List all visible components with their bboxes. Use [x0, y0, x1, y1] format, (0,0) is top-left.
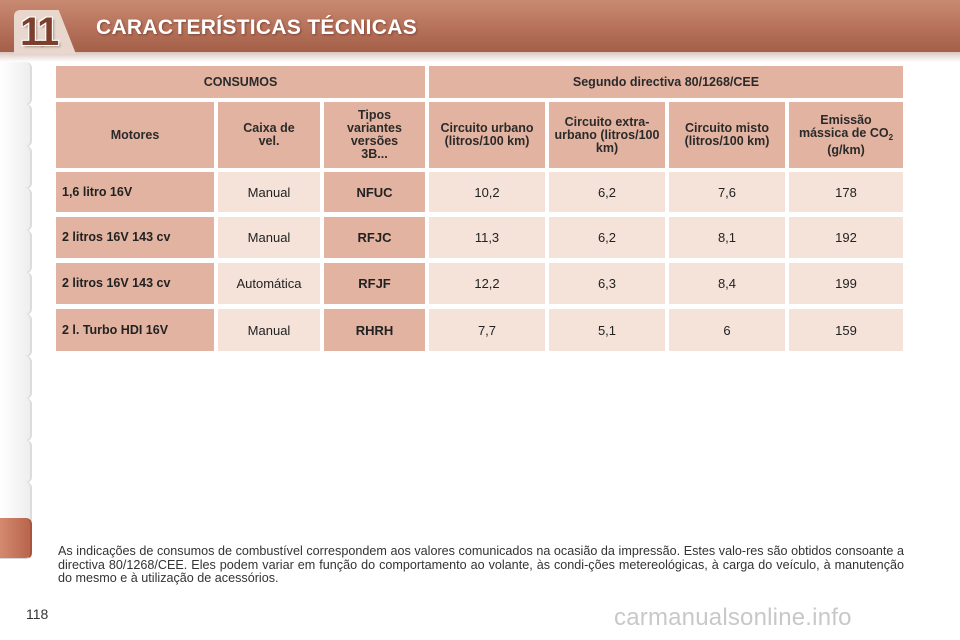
section-tab[interactable] — [0, 440, 32, 483]
chapter-number: 11 — [20, 10, 59, 54]
section-tab[interactable] — [0, 356, 32, 399]
page-title: CARACTERÍSTICAS TÉCNICAS — [96, 16, 418, 39]
header-shadow — [0, 52, 960, 62]
column-header-caixa: Caixa de vel. — [218, 102, 320, 168]
section-tab[interactable] — [0, 230, 32, 273]
row-2-co2: 192 — [789, 217, 903, 258]
row-4-motor: 2 l. Turbo HDI 16V — [56, 309, 214, 351]
group-header-consumos: CONSUMOS — [56, 66, 425, 98]
row-3-motor: 2 litros 16V 143 cv — [56, 263, 214, 304]
row-4-co2: 159 — [789, 309, 903, 351]
row-4-tipo: RHRH — [324, 309, 425, 351]
section-tab[interactable] — [0, 398, 32, 441]
section-tab[interactable] — [0, 482, 32, 525]
row-3-misto: 8,4 — [669, 263, 785, 304]
row-3-caixa: Automática — [218, 263, 320, 304]
row-2-tipo: RFJC — [324, 217, 425, 258]
column-header-co2: Emissão mássica de CO2 (g/km) — [789, 102, 903, 168]
row-1-extra: 6,2 — [549, 172, 665, 212]
page-number: 118 — [26, 606, 49, 622]
section-tab[interactable] — [0, 62, 32, 105]
row-1-tipo: NFUC — [324, 172, 425, 212]
row-4-misto: 6 — [669, 309, 785, 351]
co2-header-text: Emissão mássica de CO2 (g/km) — [798, 112, 894, 157]
row-3-tipo: RFJF — [324, 263, 425, 304]
co2-subscript: 2 — [888, 132, 894, 142]
row-2-motor: 2 litros 16V 143 cv — [56, 217, 214, 258]
section-tab[interactable] — [0, 188, 32, 231]
row-1-urbano: 10,2 — [429, 172, 545, 212]
row-1-motor: 1,6 litro 16V — [56, 172, 214, 212]
row-3-co2: 199 — [789, 263, 903, 304]
column-header-tipos: Tipos variantes versões 3B... — [324, 102, 425, 168]
row-2-misto: 8,1 — [669, 217, 785, 258]
column-header-misto: Circuito misto (litros/100 km) — [669, 102, 785, 168]
row-4-caixa: Manual — [218, 309, 320, 351]
column-header-extra-urbano: Circuito extra-urbano (litros/100 km) — [549, 102, 665, 168]
row-2-caixa: Manual — [218, 217, 320, 258]
header-band — [0, 0, 960, 52]
section-tab[interactable] — [0, 104, 32, 147]
row-3-extra: 6,3 — [549, 263, 665, 304]
row-1-co2: 178 — [789, 172, 903, 212]
row-4-urbano: 7,7 — [429, 309, 545, 351]
row-2-extra: 6,2 — [549, 217, 665, 258]
section-tab-active[interactable] — [0, 518, 32, 559]
column-header-urbano: Circuito urbano (litros/100 km) — [429, 102, 545, 168]
row-1-caixa: Manual — [218, 172, 320, 212]
watermark: carmanualsonline.info — [614, 604, 852, 631]
group-header-directiva: Segundo directiva 80/1268/CEE — [429, 66, 903, 98]
row-3-urbano: 12,2 — [429, 263, 545, 304]
footnote: As indicações de consumos de combustível… — [58, 544, 904, 585]
section-tab[interactable] — [0, 314, 32, 357]
section-tabs — [0, 62, 34, 582]
column-header-motores: Motores — [56, 102, 214, 168]
section-tab[interactable] — [0, 272, 32, 315]
section-tab[interactable] — [0, 146, 32, 189]
row-4-extra: 5,1 — [549, 309, 665, 351]
row-2-urbano: 11,3 — [429, 217, 545, 258]
row-1-misto: 7,6 — [669, 172, 785, 212]
